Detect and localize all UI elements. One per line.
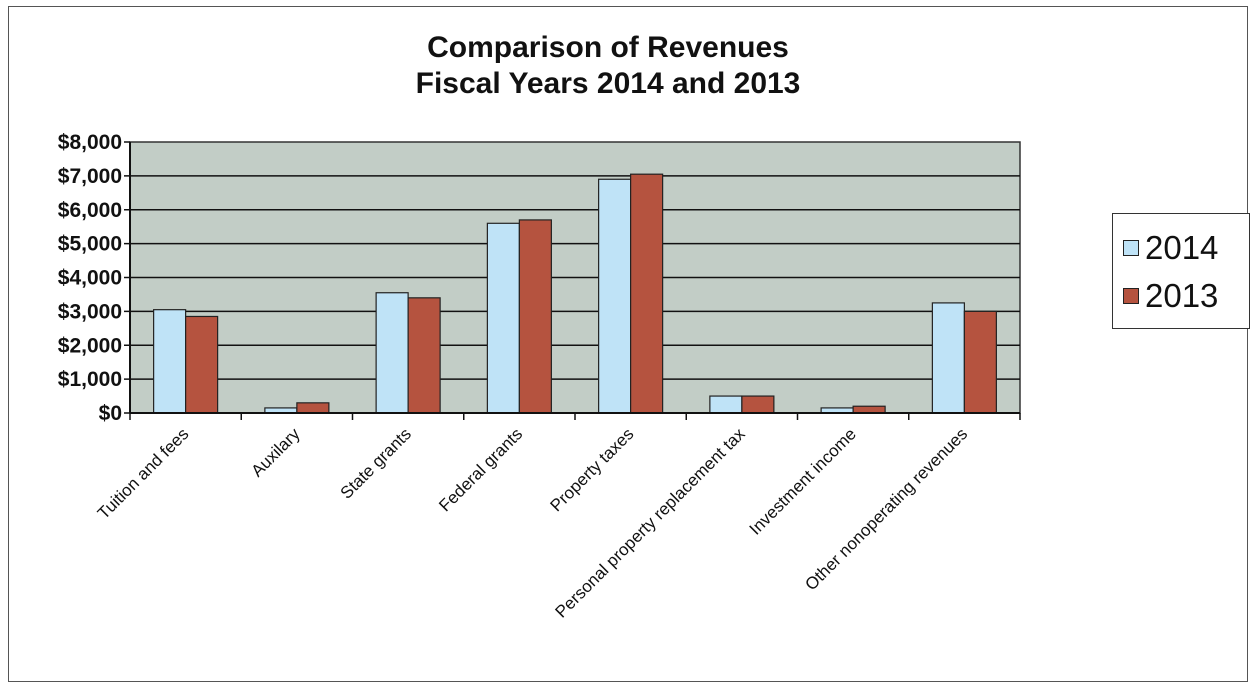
chart-title-line-1: Comparison of Revenues bbox=[427, 31, 789, 64]
x-tick-label: Federal grants bbox=[435, 424, 526, 515]
legend-label-2014: 2014 bbox=[1145, 229, 1219, 266]
bar-2014-4 bbox=[598, 178, 632, 414]
y-tick-label: $1,000 bbox=[58, 368, 122, 391]
x-tick-label: Auxilary bbox=[248, 424, 305, 481]
y-tick-label: $2,000 bbox=[58, 334, 122, 357]
bar-2013-6 bbox=[852, 405, 886, 414]
bar-2013-3 bbox=[518, 219, 552, 414]
bar-2014-0 bbox=[153, 309, 187, 414]
bar-2014-5 bbox=[709, 395, 743, 414]
y-tick-label: $7,000 bbox=[58, 165, 122, 188]
x-tick-label: Property taxes bbox=[547, 424, 638, 515]
x-tick-label: Personal property replacement tax bbox=[552, 424, 750, 622]
y-tick-label: $0 bbox=[99, 402, 122, 425]
bar-2014-2 bbox=[375, 292, 409, 414]
x-tick-label: Investment income bbox=[746, 424, 860, 538]
y-tick-label: $8,000 bbox=[58, 131, 122, 154]
legend-label-2013: 2013 bbox=[1145, 277, 1219, 314]
bar-2013-1 bbox=[296, 402, 330, 414]
legend-item-2013: 2013 bbox=[1123, 276, 1218, 316]
chart-title-line-2: Fiscal Years 2014 and 2013 bbox=[415, 67, 801, 100]
y-tick-label: $3,000 bbox=[58, 300, 122, 323]
bar-2014-7 bbox=[931, 302, 965, 414]
chart-title: Comparison of Revenues Fiscal Years 2014… bbox=[0, 30, 1216, 102]
bar-2014-3 bbox=[486, 222, 520, 414]
bar-2013-4 bbox=[630, 173, 664, 414]
legend: 2014 2013 bbox=[1112, 213, 1250, 329]
bar-2013-2 bbox=[407, 297, 441, 414]
y-tick-label: $4,000 bbox=[58, 267, 122, 290]
x-tick-label: State grants bbox=[337, 424, 415, 502]
x-tick-label: Tuition and fees bbox=[94, 424, 193, 523]
y-tick-label: $5,000 bbox=[58, 233, 122, 256]
legend-item-2014: 2014 bbox=[1123, 228, 1218, 268]
legend-swatch-2013 bbox=[1123, 288, 1139, 304]
legend-swatch-2014 bbox=[1123, 240, 1139, 256]
bar-2013-5 bbox=[741, 395, 775, 414]
bar-2013-0 bbox=[185, 315, 219, 414]
y-tick-label: $6,000 bbox=[58, 199, 122, 222]
bar-2013-7 bbox=[963, 310, 997, 414]
